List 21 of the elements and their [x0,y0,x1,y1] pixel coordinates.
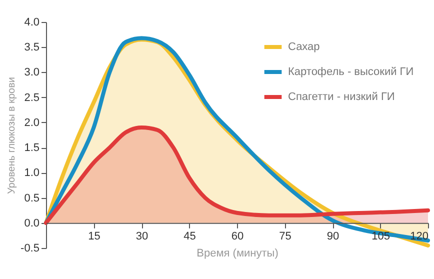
y-tick-label: -0.5 [20,242,40,254]
y-tick-label: 0.5 [24,192,40,204]
x-tick-label: 15 [88,230,100,242]
y-tick-label: 3.5 [24,42,40,54]
x-tick-label: 60 [231,230,244,242]
x-tick-label: 30 [136,230,148,242]
legend-label: Сахар [288,41,320,53]
x-tick-label: 45 [184,230,196,242]
y-tick-label: 3.0 [24,66,40,79]
legend-label: Картофель - высокий ГИ [288,66,414,78]
x-tick-label: 90 [326,230,340,242]
y-axis-title: Уровень глюкозы в крови [6,76,18,194]
y-tick-label: 2.5 [24,92,40,104]
y-tick-label: 4.0 [24,16,40,28]
y-tick-label: 2.0 [24,116,40,129]
legend-label: Спагетти - низкий ГИ [288,91,395,103]
x-axis-title: Время (минуты) [196,247,278,260]
y-tick-label: 0.0 [24,217,40,230]
x-tick-label: 75 [279,230,292,242]
y-tick-label: 1.5 [24,142,40,154]
y-tick-label: 1.0 [24,167,40,180]
